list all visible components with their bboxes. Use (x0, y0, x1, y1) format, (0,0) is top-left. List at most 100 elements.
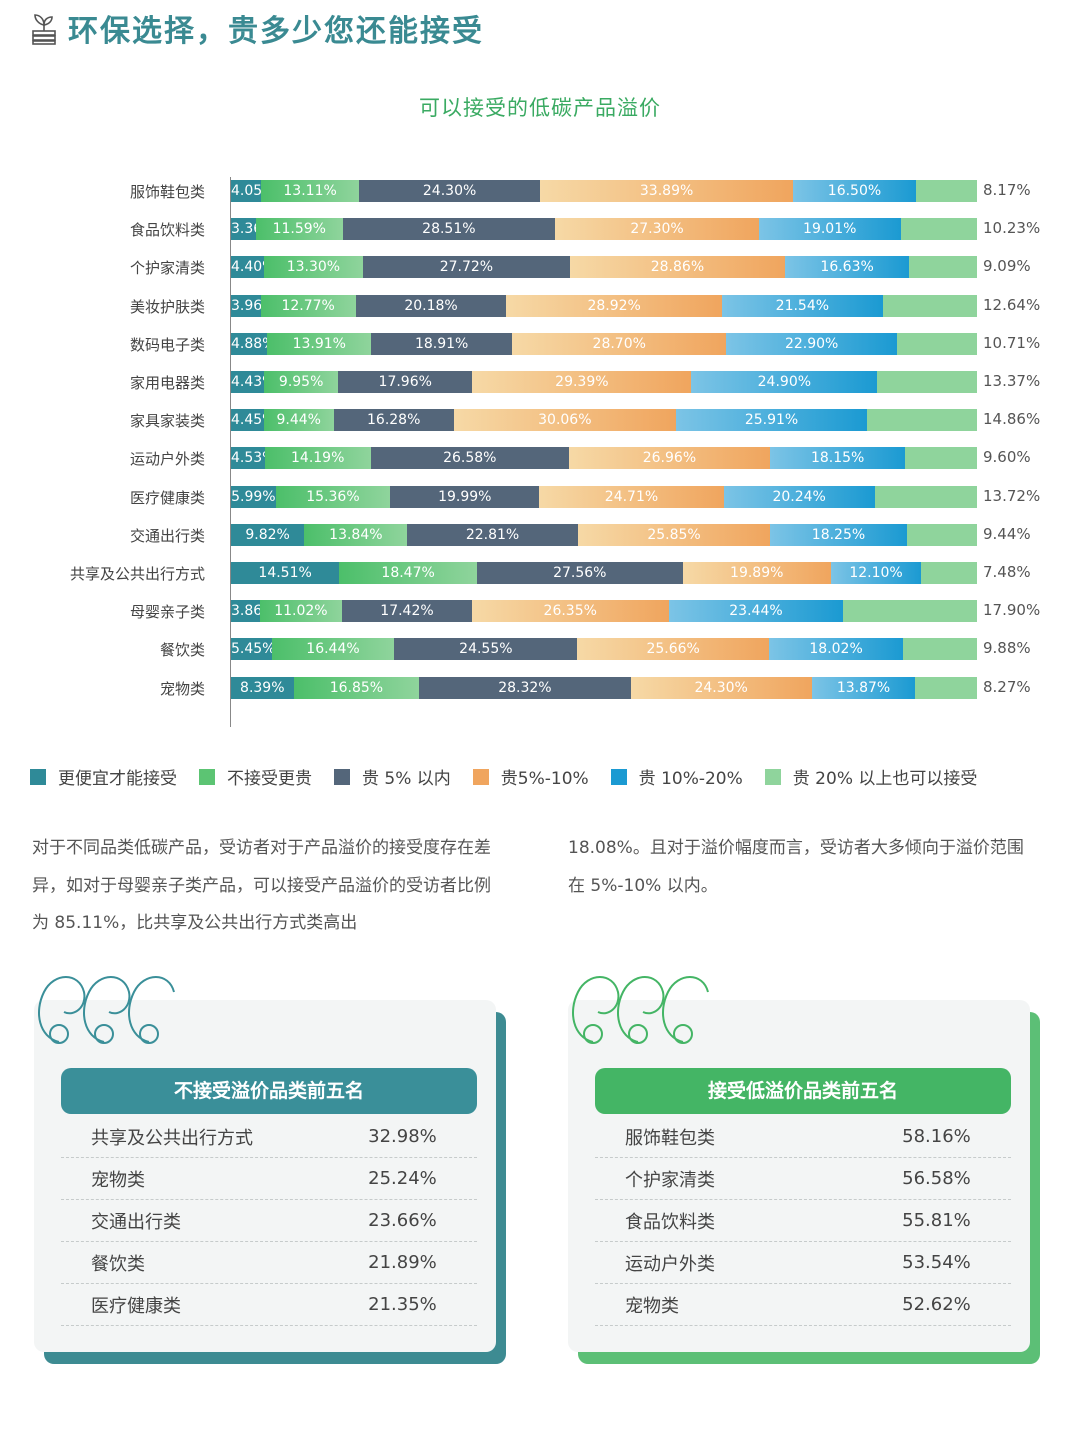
data-label: 13.84% (329, 526, 383, 543)
data-label: 8.17% (983, 181, 1031, 199)
bar-segment: 4.53% (231, 447, 275, 470)
legend-swatch (472, 768, 489, 785)
data-label: 15.36% (306, 488, 360, 505)
data-label: 9.44% (983, 524, 1031, 543)
swirl-decoration-icon (38, 976, 175, 1044)
legend-label: 不接受更贵 (227, 769, 312, 789)
data-label: 24.90% (757, 374, 812, 390)
bar-segment: 13.11% (261, 180, 359, 202)
bar-segment: 24.90% (691, 371, 878, 393)
category-label: 共享及公共出行方式 (69, 565, 205, 583)
bar-segment: 33.89% (540, 180, 793, 202)
bar-segment: 17.42% (342, 600, 472, 623)
bar-segment: 27.72% (363, 256, 570, 279)
ranking-list: 共享及公共出行方式 32.98% 宠物类 25.24% 交通出行类 23.66% 餐饮类 21… (61, 1116, 477, 1326)
plant-book-icon (32, 14, 56, 45)
category-label: 数码电子类 (129, 335, 205, 354)
bar-row: 9.82% 13.84% 22.81% 25.85% 18.25% (231, 523, 977, 546)
bar-segment (897, 332, 977, 355)
bar-row: 5.45% 16.44% 24.55% 25.66% 18.02% (231, 638, 977, 661)
bar-segment: 4.05% (231, 180, 275, 202)
legend-item: 不接受更贵 (199, 764, 312, 789)
bar-row: 4.53% 14.19% 26.58% 26.96% 18.15% (231, 447, 977, 470)
page-title: 环保选择，贵多少您还能接受 (68, 14, 484, 49)
bar-segment (915, 676, 977, 699)
item-name: 餐饮类 (91, 1253, 145, 1275)
data-label: 28.32% (498, 679, 552, 696)
data-label: 23.44% (729, 603, 783, 620)
bar-segment: 5.99% (231, 485, 276, 508)
data-label: 8.39% (240, 679, 285, 696)
data-label: 11.59% (272, 221, 326, 238)
bar-segment: 4.45% (231, 409, 275, 432)
data-label: 27.72% (439, 259, 494, 276)
category-label: 食品饮料类 (129, 221, 205, 240)
data-label: 26.96% (642, 450, 697, 467)
item-name: 共享及公共出行方式 (91, 1127, 253, 1149)
data-label: 7.48% (983, 563, 1031, 581)
bar-segment: 16.28% (333, 409, 454, 432)
bar-segment: 28.70% (512, 332, 727, 355)
data-label: 24.71% (604, 488, 659, 505)
bar-segment: 26.58% (370, 447, 569, 470)
bar-segment: 21.54% (722, 294, 883, 317)
bar-segment: 4.40% (231, 256, 275, 279)
data-label: 25.85% (647, 526, 701, 543)
data-label: 22.90% (784, 335, 839, 352)
data-label: 9.82% (245, 526, 290, 543)
bar-segment: 18.91% (371, 332, 513, 355)
item-value: 53.54% (902, 1252, 971, 1273)
item-name: 宠物类 (625, 1295, 679, 1317)
bar-segment: 16.44% (271, 638, 395, 661)
bar-segment: 19.01% (758, 218, 901, 241)
stacked-bar-chart: 服饰鞋包类 4.05% 13.11% 24.30% 33.89% 16.50% 8.17% 食… (0, 165, 1080, 735)
bar-segment: 28.92% (506, 294, 723, 317)
bar-segment: 18.25% (770, 523, 907, 546)
item-name: 交通出行类 (91, 1211, 181, 1233)
bar-segment: 23.44% (668, 600, 844, 623)
reject-premium-card: 不接受溢价品类前五名 共享及公共出行方式 32.98% 宠物类 25.24% 交通出行类… (34, 976, 506, 1364)
list-item: 运动户外类 53.54% (595, 1242, 1011, 1284)
bar-row: 4.05% 13.11% 24.30% 33.89% 16.50% (231, 180, 977, 202)
list-item: 食品饮料类 55.81% (595, 1200, 1011, 1242)
bar-segment: 18.15% (769, 447, 906, 470)
legend-label: 更便宜才能接受 (58, 769, 177, 789)
bar-segment: 12.77% (260, 294, 356, 317)
data-label: 13.91% (292, 335, 346, 352)
page-header: 环保选择，贵多少您还能接受 (30, 8, 484, 49)
data-label: 25.66% (646, 641, 700, 658)
summary-paragraph-left: 对于不同品类低碳产品，受访者对于产品溢价的接受度存在差异，如对于母婴亲子类产品，… (32, 838, 491, 933)
data-label: 27.30% (630, 221, 684, 238)
data-label: 9.88% (983, 639, 1031, 658)
bar-segment (903, 638, 977, 661)
list-item: 医疗健康类 21.35% (61, 1284, 477, 1326)
bar-segment (909, 256, 977, 279)
item-value: 25.24% (368, 1168, 437, 1189)
data-label: 24.30% (422, 183, 477, 199)
bar-segment: 25.91% (675, 409, 868, 432)
bar-segment (905, 447, 977, 470)
data-label: 27.56% (553, 565, 607, 581)
bar-segment (916, 180, 977, 202)
bar-segment: 28.32% (419, 676, 631, 699)
bar-segment (900, 218, 977, 241)
item-value: 21.35% (368, 1294, 437, 1315)
item-name: 服饰鞋包类 (625, 1127, 715, 1149)
bar-segment (877, 371, 977, 393)
item-value: 56.58% (902, 1168, 971, 1189)
bar-segment: 20.18% (355, 294, 507, 317)
legend-swatch (764, 768, 781, 785)
bar-row: 3.36% 11.59% 28.51% 27.30% 19.01% (231, 218, 977, 241)
bar-segment: 19.99% (390, 485, 540, 508)
bar-segment: 4.43% (231, 371, 275, 393)
data-label: 4.88% (231, 335, 276, 352)
card-title: 接受低溢价品类前五名 (595, 1068, 1011, 1114)
data-label: 19.99% (438, 488, 492, 505)
bar-segment (882, 294, 977, 317)
data-label: 20.18% (404, 297, 458, 314)
data-label: 33.89% (639, 183, 694, 199)
bar-segment: 14.51% (231, 562, 340, 584)
data-label: 16.85% (329, 679, 384, 696)
item-value: 52.62% (902, 1294, 971, 1315)
bar-segment: 30.06% (453, 409, 676, 432)
